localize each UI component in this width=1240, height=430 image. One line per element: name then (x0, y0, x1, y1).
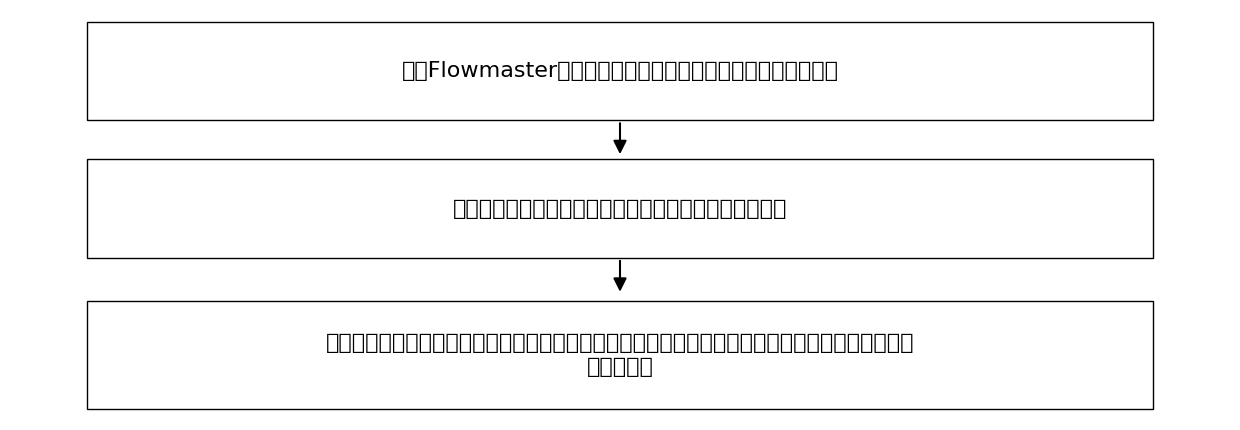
Text: 通过Flowmaster软件建立管道泄漏系统模型并选取各项元件参数: 通过Flowmaster软件建立管道泄漏系统模型并选取各项元件参数 (402, 61, 838, 81)
Bar (87, 22, 1153, 120)
Text: 探究脉冲信号的阀门的动作时间、脉冲信号幅值、以及激励信号的波形对谐波衰减法泄漏检测中定位: 探究脉冲信号的阀门的动作时间、脉冲信号幅值、以及激励信号的波形对谐波衰减法泄漏检… (326, 333, 914, 353)
Text: 探究激励点位置对谐波衰减法泄漏检测中定位精度的影响: 探究激励点位置对谐波衰减法泄漏检测中定位精度的影响 (453, 199, 787, 218)
Bar (87, 301, 1153, 408)
Bar (87, 159, 1153, 258)
Text: 精度的影响: 精度的影响 (587, 356, 653, 377)
